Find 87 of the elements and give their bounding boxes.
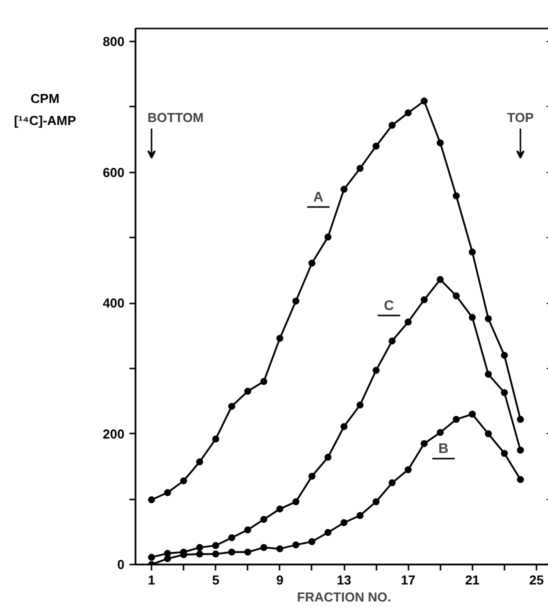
point — [276, 334, 284, 342]
point — [164, 550, 172, 557]
y-tick-label: 0 — [117, 557, 125, 572]
x-tick-label: 17 — [400, 572, 416, 588]
point — [340, 186, 348, 193]
point — [180, 477, 188, 484]
point — [196, 550, 204, 558]
x-tick-label: 9 — [276, 572, 284, 588]
x-axis-title: FRACTION NO. — [297, 590, 391, 604]
point — [340, 423, 348, 430]
point — [500, 450, 508, 457]
point — [276, 505, 284, 512]
point — [324, 528, 332, 536]
y-tick-label: 200 — [102, 426, 125, 442]
point — [164, 489, 172, 496]
point — [420, 440, 428, 448]
point — [516, 476, 524, 484]
point — [420, 98, 428, 105]
point — [356, 512, 364, 519]
point — [372, 142, 380, 150]
point — [212, 542, 220, 550]
x-tick-label: 25 — [529, 572, 544, 588]
x-tick-label: 1 — [148, 572, 156, 588]
point — [292, 298, 300, 305]
point — [372, 366, 380, 374]
point — [308, 538, 316, 546]
point — [468, 410, 476, 418]
point — [388, 337, 396, 344]
point — [260, 516, 268, 523]
point — [228, 534, 236, 542]
point — [516, 446, 524, 454]
point — [196, 544, 204, 551]
point — [388, 479, 396, 486]
point — [468, 314, 476, 321]
point — [484, 430, 492, 438]
point — [228, 402, 236, 410]
point — [244, 388, 252, 395]
point — [452, 416, 460, 423]
y-tick-label: 800 — [102, 34, 125, 50]
series-label: B — [438, 440, 449, 456]
y-axis-title: CPM [¹⁴C]-AMP — [14, 90, 76, 130]
series-label: A — [313, 188, 324, 204]
point — [212, 436, 220, 442]
y-tick-label: 400 — [102, 296, 125, 311]
x-tick-label: 21 — [465, 572, 480, 588]
point — [148, 554, 156, 561]
point — [436, 139, 444, 146]
point — [452, 192, 460, 200]
point — [340, 519, 348, 526]
point — [436, 276, 444, 283]
point — [244, 548, 252, 556]
point — [356, 164, 364, 172]
point — [292, 541, 300, 548]
point — [468, 248, 476, 256]
point — [308, 472, 316, 480]
point — [276, 545, 284, 552]
point — [484, 370, 492, 378]
point — [260, 378, 268, 385]
x-tick-label: 13 — [336, 572, 352, 588]
point — [212, 550, 220, 558]
point — [228, 548, 236, 556]
point — [404, 466, 412, 474]
point — [500, 389, 508, 396]
point — [324, 454, 332, 461]
point — [292, 498, 300, 506]
annotation: TOP — [507, 110, 534, 126]
x-tick-label: 5 — [212, 572, 220, 588]
point — [196, 458, 204, 466]
point — [404, 318, 412, 326]
annotation: BOTTOM — [148, 110, 204, 126]
point — [452, 292, 460, 300]
point — [388, 122, 396, 129]
y-tick-label: 600 — [102, 164, 125, 180]
point — [324, 234, 332, 241]
point — [500, 352, 508, 359]
point — [356, 402, 364, 408]
point — [260, 544, 268, 551]
point — [308, 260, 316, 267]
point — [436, 428, 444, 436]
point — [404, 109, 412, 116]
point — [148, 496, 156, 504]
point — [244, 526, 252, 534]
series-label: C — [384, 296, 394, 313]
point — [516, 416, 524, 423]
point — [372, 498, 380, 506]
point — [420, 296, 428, 304]
point — [484, 315, 492, 322]
